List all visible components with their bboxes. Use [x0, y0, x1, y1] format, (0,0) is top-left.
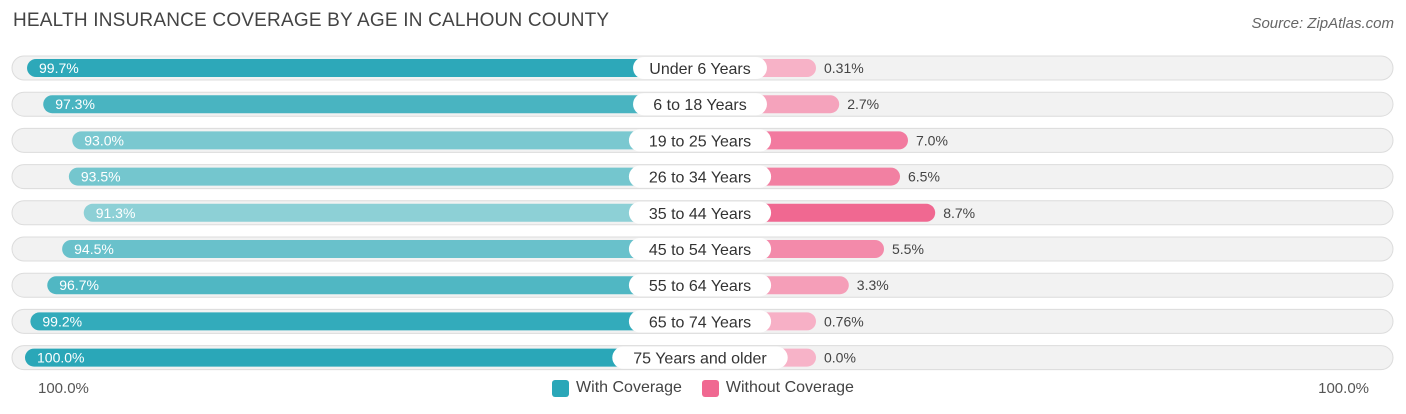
- chart-row: 94.5% 5.5% 45 to 54 Years: [11, 236, 1394, 262]
- bar-with-coverage: [43, 95, 711, 114]
- legend-item-without-coverage: Without Coverage: [701, 379, 854, 397]
- category-label: 19 to 25 Years: [649, 133, 751, 150]
- value-label-with-coverage: 91.3%: [96, 205, 136, 221]
- chart-row: 99.7% 0.31% Under 6 Years: [11, 55, 1394, 81]
- value-label-with-coverage: 97.3%: [55, 96, 95, 112]
- chart-row: 99.2% 0.76% 65 to 74 Years: [11, 308, 1394, 334]
- category-label: 26 to 34 Years: [649, 170, 751, 187]
- value-label-with-coverage: 94.5%: [74, 241, 114, 257]
- chart-row: 100.0% 0.0% 75 Years and older: [11, 345, 1394, 371]
- category-label-background: [628, 129, 772, 152]
- category-label: 75 Years and older: [633, 351, 767, 368]
- axis-right-label: 100.0%: [1318, 380, 1369, 397]
- chart-row: 93.0% 7.0% 19 to 25 Years: [11, 127, 1394, 153]
- category-label-background: [612, 346, 788, 369]
- category-label: Under 6 Years: [649, 61, 750, 78]
- value-label-with-coverage: 93.5%: [81, 169, 121, 185]
- bar-with-coverage: [83, 203, 711, 222]
- value-label-with-coverage: 99.7%: [39, 60, 79, 76]
- source-label: Source: ZipAtlas.com: [1251, 15, 1394, 32]
- bar-with-coverage: [27, 59, 710, 77]
- value-label-without-coverage: 0.31%: [824, 60, 864, 76]
- value-label-without-coverage: 6.5%: [908, 169, 940, 185]
- chart-row: 93.5% 6.5% 26 to 34 Years: [11, 164, 1394, 190]
- category-label-background: [633, 93, 767, 116]
- value-label-with-coverage: 96.7%: [59, 277, 99, 293]
- bar-with-coverage: [72, 131, 710, 150]
- category-label: 35 to 44 Years: [649, 206, 751, 223]
- bar-with-coverage: [47, 276, 710, 295]
- value-label-without-coverage: 3.3%: [857, 277, 889, 293]
- axis-left-label: 100.0%: [38, 380, 89, 397]
- category-label: 55 to 64 Years: [649, 278, 751, 295]
- category-label-background: [628, 274, 772, 297]
- legend-swatch-without-coverage: [701, 379, 719, 397]
- value-label-without-coverage: 7.0%: [916, 132, 948, 148]
- legend-swatch-with-coverage: [552, 379, 570, 397]
- legend: With Coverage Without Coverage: [0, 379, 1406, 397]
- value-label-with-coverage: 99.2%: [42, 313, 82, 329]
- chart-row: 91.3% 8.7% 35 to 44 Years: [11, 200, 1394, 226]
- category-label-background: [628, 310, 772, 333]
- chart-title: HEALTH INSURANCE COVERAGE BY AGE IN CALH…: [13, 10, 610, 31]
- bar-with-coverage: [62, 240, 710, 258]
- legend-label-with-coverage: With Coverage: [576, 379, 682, 396]
- category-label-background: [628, 165, 772, 188]
- chart-row: 97.3% 2.7% 6 to 18 Years: [11, 91, 1394, 117]
- legend-label-without-coverage: Without Coverage: [725, 379, 854, 396]
- value-label-without-coverage: 0.0%: [824, 350, 856, 366]
- value-label-without-coverage: 0.76%: [824, 313, 864, 329]
- category-label-background: [633, 57, 767, 79]
- category-label: 45 to 54 Years: [649, 242, 751, 259]
- bar-with-coverage: [30, 312, 710, 331]
- category-label: 6 to 18 Years: [653, 97, 746, 114]
- legend-item-with-coverage: With Coverage: [552, 379, 682, 397]
- value-label-with-coverage: 93.0%: [84, 132, 124, 148]
- chart-row: 96.7% 3.3% 55 to 64 Years: [11, 272, 1394, 298]
- value-label-with-coverage: 100.0%: [37, 350, 84, 366]
- bar-with-coverage: [25, 348, 710, 367]
- category-label-background: [628, 201, 772, 224]
- category-label: 65 to 74 Years: [649, 314, 751, 331]
- value-label-without-coverage: 2.7%: [847, 96, 879, 112]
- value-label-without-coverage: 8.7%: [943, 205, 975, 221]
- value-label-without-coverage: 5.5%: [892, 241, 924, 257]
- category-label-background: [628, 238, 772, 260]
- bar-with-coverage: [68, 167, 710, 186]
